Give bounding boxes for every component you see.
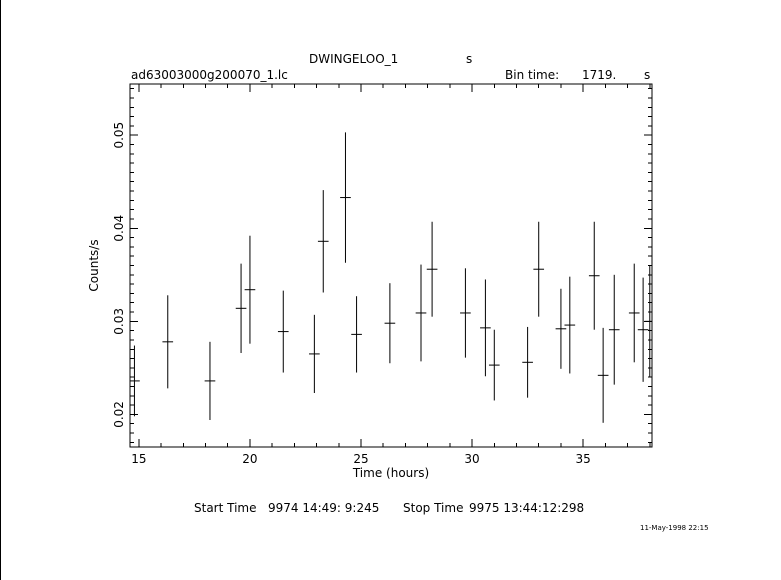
data-point xyxy=(628,263,640,363)
data-point xyxy=(597,327,609,423)
stop-time-value: 9975 13:44:12:298 xyxy=(469,501,585,515)
start-time-label: Start Time xyxy=(194,501,257,515)
x-tick-label: 35 xyxy=(575,452,590,466)
data-point xyxy=(488,329,500,401)
object-name: DWINGELOO_1 xyxy=(309,52,399,66)
data-point xyxy=(522,326,533,398)
bin-time-label: Bin time: xyxy=(505,68,560,82)
window-left-border xyxy=(0,0,1,580)
data-point xyxy=(564,276,576,374)
y-tick-label: 0.03 xyxy=(112,308,126,335)
data-point xyxy=(244,235,256,344)
data-point xyxy=(351,296,362,373)
data-point xyxy=(460,268,471,358)
object-unit: s xyxy=(466,52,473,66)
y-axis-label: Counts/s xyxy=(87,239,101,291)
data-point xyxy=(608,274,620,385)
data-point xyxy=(340,132,351,263)
data-point xyxy=(309,314,320,394)
data-point xyxy=(426,221,438,317)
plot-frame xyxy=(129,83,653,448)
data-point xyxy=(533,221,545,317)
data-point xyxy=(162,295,174,389)
bin-time-unit: s xyxy=(644,68,651,82)
stop-time-label: Stop Time xyxy=(403,501,464,515)
data-point xyxy=(384,283,396,364)
data-point xyxy=(637,277,649,382)
data-series xyxy=(130,132,652,423)
x-tick-label: 20 xyxy=(242,452,257,466)
x-tick-label: 30 xyxy=(464,452,479,466)
x-axis-label: Time (hours) xyxy=(352,466,429,480)
x-tick-label: 15 xyxy=(131,452,146,466)
y-tick-label: 0.04 xyxy=(112,215,126,242)
x-tick-label: 25 xyxy=(353,452,368,466)
file-name: ad63003000g200070_1.lc xyxy=(131,68,288,82)
data-point xyxy=(130,345,140,417)
data-point xyxy=(588,221,600,330)
data-point xyxy=(317,190,329,293)
data-point xyxy=(235,263,247,353)
data-point xyxy=(277,290,289,373)
y-tick-label: 0.05 xyxy=(112,122,126,149)
data-point xyxy=(555,288,567,369)
data-point xyxy=(644,265,652,378)
data-point xyxy=(204,341,216,421)
data-point xyxy=(415,264,427,362)
y-tick-label: 0.02 xyxy=(112,401,126,428)
start-time-value: 9974 14:49: 9:245 xyxy=(268,501,380,515)
date-stamp: 11-May-1998 22:15 xyxy=(640,524,709,532)
data-point xyxy=(480,279,491,377)
bin-time-value: 1719. xyxy=(582,68,617,82)
